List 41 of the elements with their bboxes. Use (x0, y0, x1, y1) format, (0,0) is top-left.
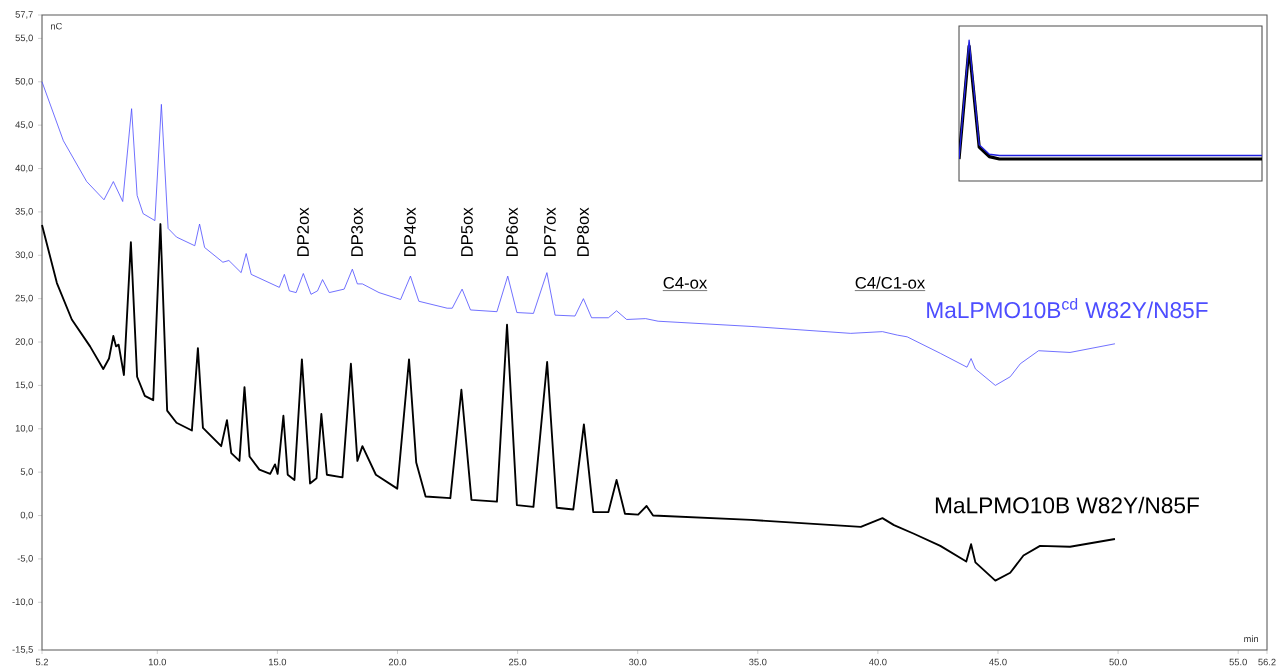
annotation: DP2ox (297, 207, 309, 257)
y-tick-label: 35,0 (15, 208, 33, 216)
y-tick-label: 20,0 (15, 338, 33, 346)
annotation: DP8ox (577, 207, 589, 257)
y-tick-label: 10,0 (15, 424, 33, 433)
y-tick-label: 0,0 (20, 511, 33, 520)
x-tick-label: 56.2 (1258, 658, 1276, 666)
y-tick-label: -10,0 (12, 598, 33, 607)
x-tick-label: 45.0 (989, 658, 1007, 666)
annotation: DP6ox (506, 207, 518, 257)
x-tick-label: 25.0 (508, 658, 527, 666)
y-tick-label: 45,0 (15, 121, 33, 130)
y-tick-label: 25,0 (15, 294, 33, 303)
x-tick-label: 55.0 (1229, 658, 1247, 666)
y-tick-label: 40,0 (15, 164, 33, 173)
annotation: DP7ox (544, 207, 556, 257)
x-tick-label: 40.0 (869, 658, 887, 666)
annotation: DP5ox (461, 207, 473, 257)
y-tick-label: -5,0 (17, 555, 33, 563)
y-tick-label: 57,7 (15, 11, 33, 19)
series-label: MaLPMO10B$^{cd}$ W82Y/N85F (927, 298, 1208, 319)
x-tick-label: 5.2 (35, 658, 49, 666)
y-tick-label: 30,0 (15, 251, 33, 260)
x-tick-label: 10.0 (148, 658, 167, 666)
y-tick-label: 55,0 (15, 34, 33, 43)
x-tick-label: 35.0 (749, 658, 767, 666)
x-tick-label: 20.0 (388, 658, 407, 666)
x-tick-label: 50.0 (1109, 658, 1127, 666)
annotation: C4/C1-ox (855, 276, 926, 289)
y-axis-title: nC (51, 22, 62, 30)
series-label: MaLPMO10B W82Y/N85F (935, 496, 1199, 514)
annotation: C4-ox (663, 276, 708, 289)
y-tick-label: -15,5 (12, 646, 33, 654)
y-tick-label: 50,0 (15, 77, 33, 86)
annotation: DP4ox (404, 207, 416, 257)
x-tick-label: 15.0 (269, 658, 287, 666)
y-tick-label: 15,0 (15, 381, 33, 390)
x-tick-label: 30.0 (628, 658, 647, 666)
y-tick-label: 5,0 (20, 468, 33, 477)
x-axis-title: min (1244, 635, 1258, 643)
annotation: DP3ox (351, 207, 363, 257)
